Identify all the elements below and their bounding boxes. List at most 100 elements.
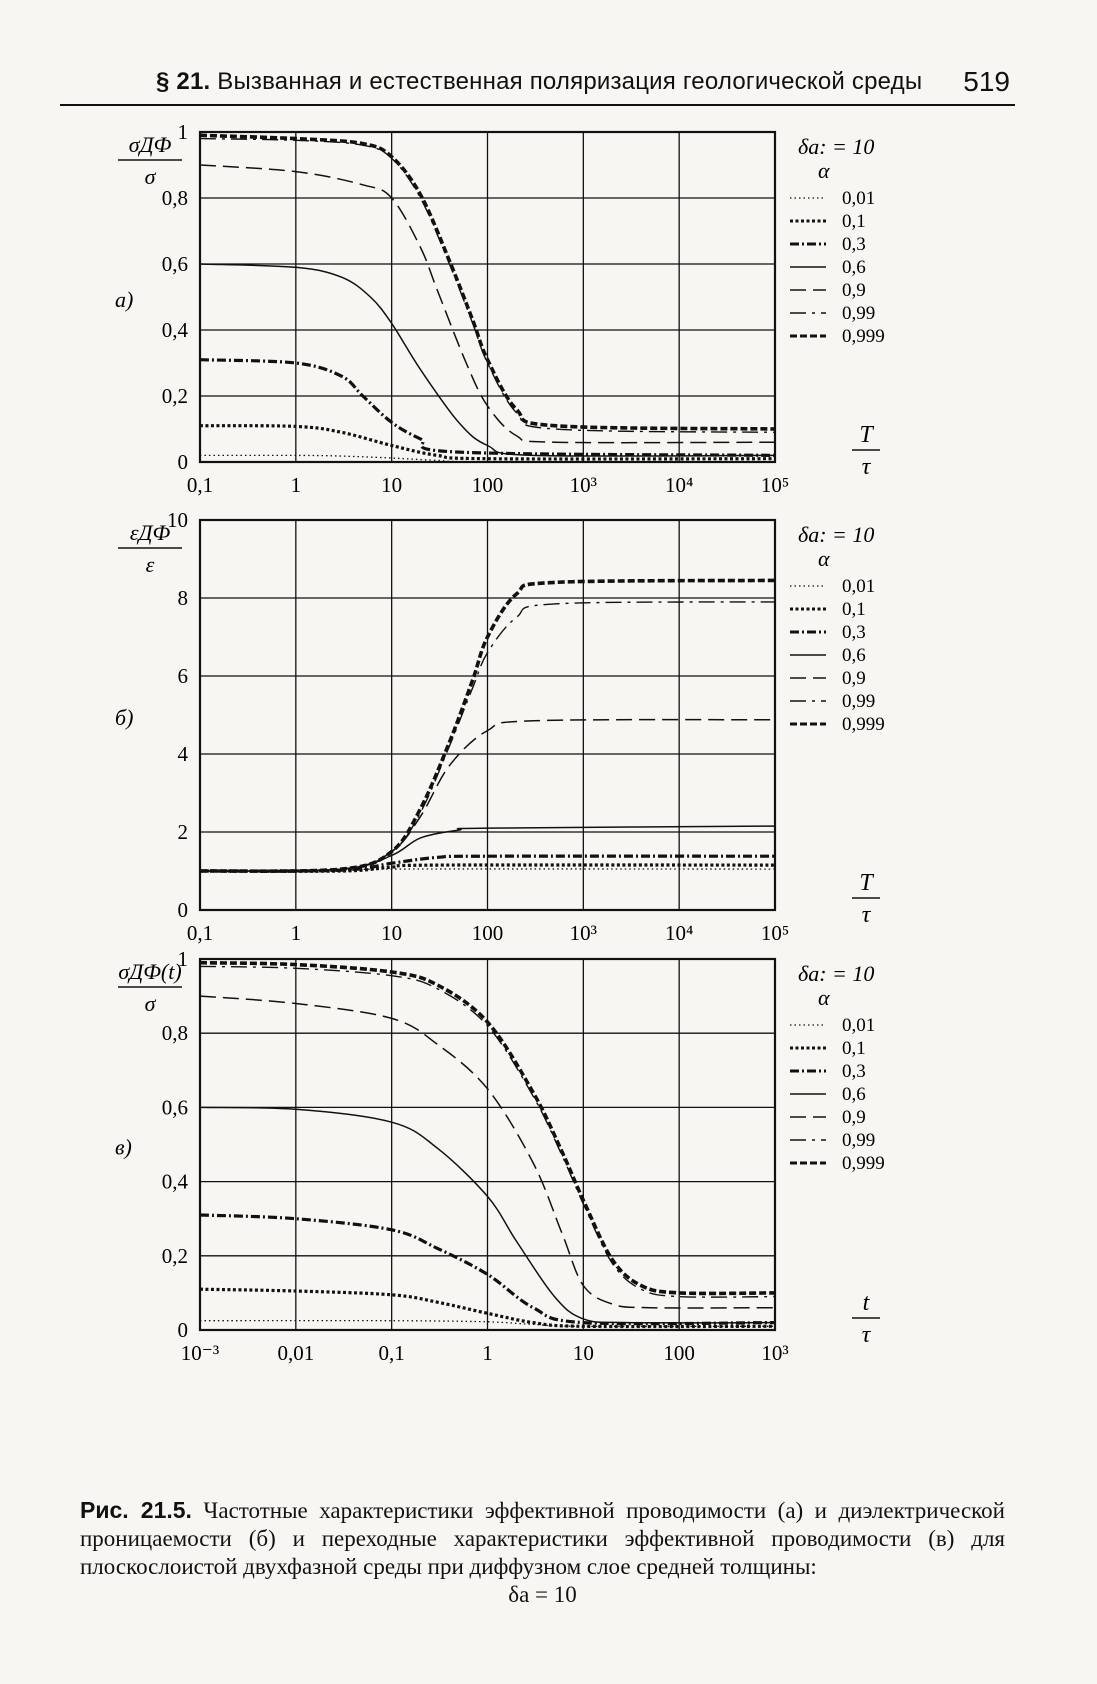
x-tick-label: 10³	[761, 1341, 788, 1365]
figure-caption: Рис. 21.5. Частотные характеристики эффе…	[80, 1496, 1005, 1609]
x-axis-label-denominator: τ	[862, 454, 872, 480]
legend-title: δa: = 10	[798, 134, 874, 159]
x-tick-label: 0,1	[187, 473, 213, 497]
chart-panel-v: 10⁻³ 0,01 0,1 1 10 100 10³00,20,40,60,81σДФ(t)…	[115, 947, 885, 1365]
panel-label: в)	[115, 1135, 132, 1160]
y-tick-label: 0,6	[162, 1095, 188, 1119]
legend-entry-label: 0,9	[842, 1107, 866, 1128]
legend-entry-label: 0,99	[842, 691, 875, 712]
series-line-alpha-0-9	[199, 995, 776, 1309]
legend-entry-label: 0,6	[842, 257, 866, 278]
y-axis-label-denominator: σ	[145, 164, 157, 189]
x-tick-label: 10⁻³	[181, 1341, 219, 1365]
x-axis-label-denominator: τ	[862, 902, 872, 928]
header-rule	[60, 104, 1015, 106]
y-tick-label: 0,6	[162, 252, 188, 276]
legend-entry-label: 0,999	[842, 714, 885, 735]
y-tick-label: 2	[178, 820, 189, 844]
caption-tail: δa = 10	[508, 1582, 577, 1607]
running-title: § 21. Вызванная и естественная поляризац…	[156, 68, 922, 96]
x-axis-label-denominator: τ	[862, 1322, 872, 1348]
x-tick-label: 100	[472, 473, 504, 497]
series-line-alpha-0-9	[199, 164, 776, 444]
x-tick-label: 100	[472, 921, 504, 945]
caption-text: Частотные характеристики эффективной про…	[80, 1498, 1005, 1579]
legend-entry-label: 0,9	[842, 668, 866, 689]
legend-entry-label: 0,999	[842, 326, 885, 347]
y-axis-label-denominator: ε	[146, 552, 155, 577]
y-tick-label: 0	[178, 1318, 189, 1342]
series-line-alpha-0-6	[199, 1106, 776, 1324]
page-number: 519	[963, 66, 1010, 97]
x-tick-label: 10⁴	[665, 473, 693, 497]
legend-entry-label: 0,999	[842, 1153, 885, 1174]
panel-label: а)	[115, 287, 133, 312]
x-tick-label: 10	[381, 921, 402, 945]
y-tick-label: 4	[178, 742, 189, 766]
caption-label: Рис. 21.5.	[80, 1497, 192, 1523]
y-tick-label: 0,4	[162, 318, 189, 342]
series-line-alpha-0-3	[199, 1213, 776, 1326]
series-line-alpha-0-999	[199, 133, 776, 431]
legend-entry-label: 0,3	[842, 622, 866, 643]
legend-entry-label: 0,99	[842, 1130, 875, 1151]
y-tick-label: 0,4	[162, 1170, 189, 1194]
x-tick-label: 100	[663, 1341, 695, 1365]
legend-entry-label: 0,1	[842, 599, 866, 620]
running-header: § 21. Вызванная и естественная поляризац…	[140, 66, 1020, 108]
y-tick-label: 1	[178, 120, 189, 144]
x-tick-label: 10³	[570, 473, 597, 497]
legend-param: α	[818, 985, 830, 1010]
legend-entry-label: 0,99	[842, 303, 875, 324]
x-tick-label: 10	[573, 1341, 594, 1365]
legend-entry-label: 0,6	[842, 645, 866, 666]
series-line-alpha-0-999	[199, 960, 776, 1296]
legend-entry-label: 0,3	[842, 1061, 866, 1082]
x-tick-label: 0,1	[187, 921, 213, 945]
x-tick-label: 10⁵	[761, 473, 789, 497]
legend-param: α	[818, 546, 830, 571]
y-tick-label: 0	[178, 450, 189, 474]
y-tick-label: 0,2	[162, 1244, 188, 1268]
y-tick-label: 0,2	[162, 384, 188, 408]
section-title: Вызванная и естественная поляризация гео…	[217, 68, 923, 95]
series-line-alpha-0-01	[199, 454, 776, 463]
x-tick-label: 0,1	[379, 1341, 405, 1365]
x-tick-label: 10⁴	[665, 921, 693, 945]
y-tick-label: 0,8	[162, 1021, 188, 1045]
y-axis-label-numerator: σДФ	[129, 132, 172, 157]
x-axis-label-numerator: T	[859, 870, 874, 896]
legend-entry-label: 0,1	[842, 211, 866, 232]
x-axis-label-numerator: t	[863, 1290, 871, 1316]
x-tick-label: 1	[291, 921, 302, 945]
y-axis-label-numerator: εДФ	[130, 520, 171, 545]
panel-label: б)	[115, 705, 133, 730]
plot-frame	[198, 130, 777, 464]
series-line-alpha-0-3	[199, 358, 776, 457]
legend-entry-label: 0,1	[842, 1038, 866, 1059]
legend-entry-label: 0,01	[842, 576, 875, 597]
y-tick-label: 10	[167, 508, 188, 532]
x-tick-label: 1	[482, 1341, 493, 1365]
legend-entry-label: 0,01	[842, 188, 875, 209]
y-tick-label: 6	[178, 664, 189, 688]
legend-param: α	[818, 158, 830, 183]
y-tick-label: 1	[178, 947, 189, 971]
chart-panel-a: 0,1 1 10 100 10³ 10⁴ 10⁵00,20,40,60,81σДФσTτа)…	[115, 120, 885, 497]
y-tick-label: 0	[178, 898, 189, 922]
series-line-alpha-0-6	[199, 263, 776, 457]
legend-entry-label: 0,6	[842, 1084, 866, 1105]
x-axis-label-numerator: T	[859, 422, 874, 448]
x-tick-label: 10³	[570, 921, 597, 945]
legend-entry-label: 0,9	[842, 280, 866, 301]
series-line-alpha-0-1	[199, 424, 776, 461]
x-tick-label: 10⁵	[761, 921, 789, 945]
legend-entry-label: 0,01	[842, 1015, 875, 1036]
x-tick-label: 1	[291, 473, 302, 497]
series-line-alpha-0-999	[199, 578, 776, 873]
x-tick-label: 10	[381, 473, 402, 497]
legend-title: δa: = 10	[798, 522, 874, 547]
y-axis-label-denominator: σ	[145, 991, 157, 1016]
legend-title: δa: = 10	[798, 961, 874, 986]
